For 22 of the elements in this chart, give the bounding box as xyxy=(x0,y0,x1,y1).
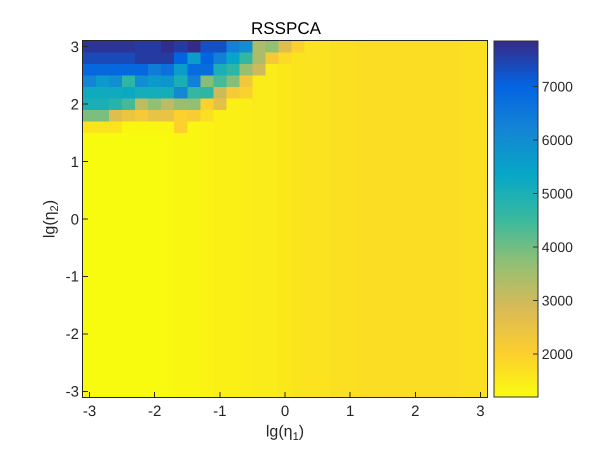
y-tick-label: 2 xyxy=(70,96,79,114)
color-bar-label: 6000 xyxy=(542,132,574,148)
x-tick-label: -2 xyxy=(148,403,162,420)
x-tick-label: 3 xyxy=(476,403,485,420)
color-bar-label: 2000 xyxy=(542,346,574,362)
color-bar-label: 7000 xyxy=(542,78,574,94)
y-tick-label: 3 xyxy=(70,38,79,56)
x-tick-label: -3 xyxy=(82,403,96,420)
x-tick-label: 2 xyxy=(411,403,420,420)
chart-title: RSSPCA xyxy=(251,18,322,38)
x-tick-label: 0 xyxy=(280,403,290,420)
y-tick-label: 1 xyxy=(70,154,79,171)
y-tick-label: -3 xyxy=(66,384,79,401)
color-bar-label: 5000 xyxy=(542,185,574,202)
x-axis-title: lg(η$_{1}$) xyxy=(266,424,304,444)
y-tick-label: -1 xyxy=(66,268,79,286)
x-tick-label: -1 xyxy=(213,403,227,420)
color-bar-label: 4000 xyxy=(542,239,574,256)
y-tick-label: -2 xyxy=(66,326,79,344)
x-tick-label: 1 xyxy=(346,403,354,420)
color-bar-label: 3000 xyxy=(542,292,574,309)
y-tick-label: 0 xyxy=(70,211,79,228)
